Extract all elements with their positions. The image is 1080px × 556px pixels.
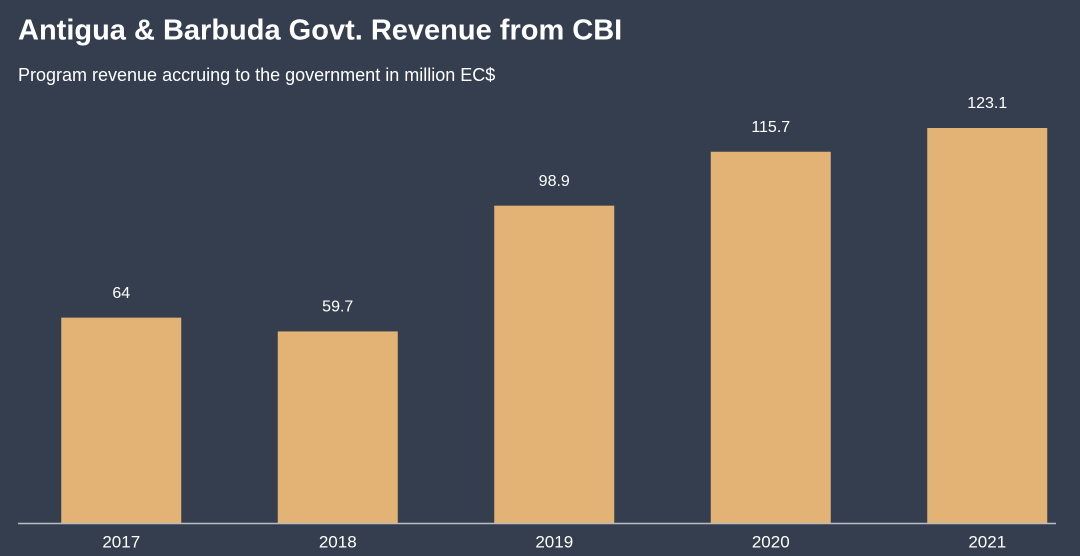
bar bbox=[494, 205, 615, 523]
chart-subtitle: Program revenue accruing to the governme… bbox=[18, 65, 495, 85]
value-label: 98.9 bbox=[539, 173, 570, 190]
bar bbox=[927, 128, 1048, 523]
value-label: 59.7 bbox=[322, 299, 353, 316]
x-tick-label: 2018 bbox=[319, 532, 357, 551]
x-tick-label: 2017 bbox=[102, 532, 140, 551]
bar bbox=[61, 317, 182, 523]
bar bbox=[710, 151, 831, 523]
x-tick-label: 2019 bbox=[535, 532, 573, 551]
value-label: 123.1 bbox=[967, 95, 1007, 112]
x-tick-label: 2020 bbox=[752, 532, 790, 551]
chart-title: Antigua & Barbuda Govt. Revenue from CBI bbox=[18, 15, 622, 47]
value-label: 115.7 bbox=[751, 119, 790, 136]
bar bbox=[277, 331, 398, 523]
value-label: 64 bbox=[112, 285, 130, 302]
x-tick-label: 2021 bbox=[968, 532, 1006, 551]
